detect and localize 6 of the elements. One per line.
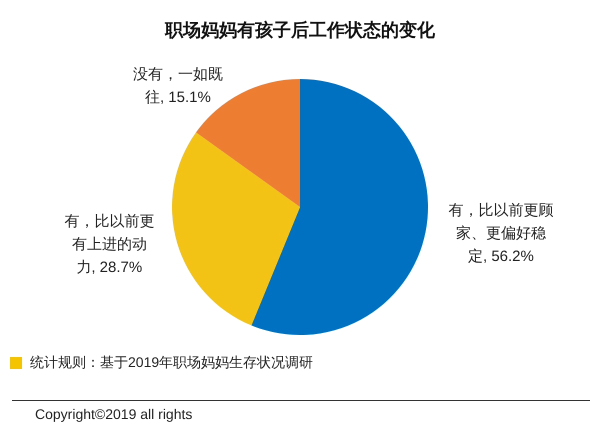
text: 统计规则：基于2019年职场妈妈生存状况调研 [30, 354, 314, 372]
slice-label: 有，比以前更顾家、更偏好稳定, 56.2% [448, 202, 554, 265]
chart-title: 职场妈妈有孩子后工作状态的变化 [164, 20, 436, 40]
slice-label: 没有，一如既往, 15.1% [132, 66, 223, 106]
slice-label: 有，比以前更有上进的动力, 28.7% [64, 213, 154, 276]
text: Copyright©2019 all rights [35, 406, 192, 422]
